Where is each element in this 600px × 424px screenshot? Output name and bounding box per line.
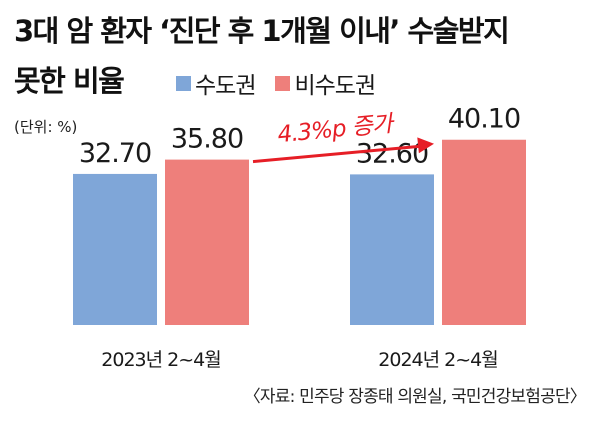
value-label-capital-2: 32.60 xyxy=(356,138,428,169)
value-label-non-capital-2: 40.10 xyxy=(448,104,520,135)
legend-swatch-capital xyxy=(176,75,191,91)
legend-swatch-non-capital xyxy=(275,75,291,91)
bar-capital-2 xyxy=(350,174,434,325)
category-label-1: 2023년 2~4월 xyxy=(101,349,220,371)
bar-capital-1 xyxy=(73,173,157,325)
chart-title-line-2: 못한 비율 xyxy=(14,64,125,98)
bar-non-capital-2 xyxy=(442,139,526,325)
legend-label-non-capital: 비수도권 xyxy=(294,73,376,99)
value-label-capital-1: 32.70 xyxy=(79,138,151,169)
increase-arrow-head xyxy=(417,137,434,154)
unit-label: (단위: %) xyxy=(14,118,78,136)
increase-arrow-line xyxy=(252,144,427,164)
legend-item-capital: 수도권 xyxy=(176,66,256,100)
category-label-2: 2024년 2~4월 xyxy=(378,349,497,371)
legend-label-capital: 수도권 xyxy=(195,73,256,99)
chart-title-line-1: 3대 암 환자 ‘진단 후 1개월 이내’ 수술받지 xyxy=(14,14,510,48)
bar-non-capital-1 xyxy=(165,159,249,325)
legend-item-non-capital: 비수도권 xyxy=(275,66,376,100)
chart-legend: 수도권 비수도권 xyxy=(176,66,389,100)
source-note: 〈자료: 민주당 장종태 의원실, 국민건강보험공단〉 xyxy=(243,387,587,407)
value-label-non-capital-1: 35.80 xyxy=(171,124,243,155)
